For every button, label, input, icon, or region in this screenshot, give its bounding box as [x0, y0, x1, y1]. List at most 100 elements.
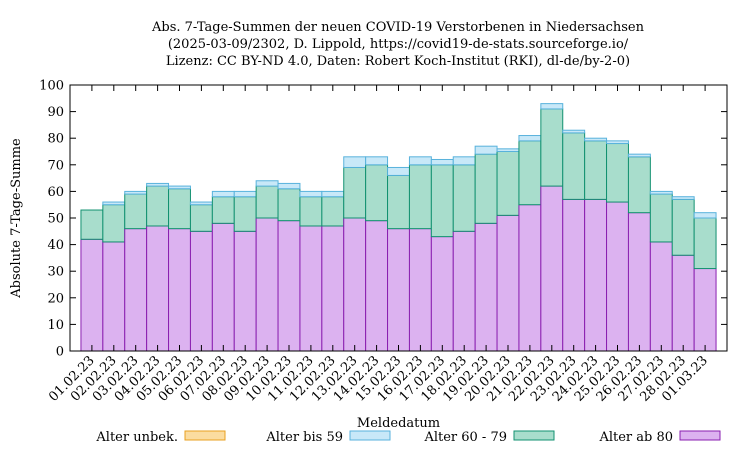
- bar-segment: [102, 241, 126, 352]
- bar-segment: [102, 201, 126, 206]
- bar-segment: [168, 188, 191, 230]
- bar-segment: [606, 140, 629, 145]
- bar-segment: [408, 156, 432, 166]
- bar-segment: [408, 164, 432, 230]
- bar-segment: [211, 222, 235, 352]
- bar-segment: [562, 129, 586, 134]
- bar-segment: [189, 230, 213, 352]
- bar-segment: [255, 185, 279, 219]
- bar-segment: [496, 214, 520, 352]
- bars-layer: [80, 103, 717, 352]
- bar-segment: [562, 198, 586, 352]
- bar-segment: [430, 164, 454, 238]
- bar-segment: [627, 212, 651, 352]
- legend-label: Alter ab 80: [598, 430, 673, 445]
- bar-segment: [146, 182, 170, 187]
- y-tick-label: 60: [47, 185, 64, 200]
- y-tick-label: 20: [47, 291, 64, 306]
- bar-segment: [649, 193, 673, 243]
- bar-segment: [387, 228, 410, 352]
- bar-segment: [146, 185, 170, 227]
- bar-segment: [693, 268, 717, 352]
- bar-segment: [496, 151, 520, 216]
- bar-segment: [211, 190, 235, 198]
- bar-segment: [168, 185, 191, 190]
- bar-segment: [299, 225, 323, 352]
- bar-segment: [452, 156, 476, 166]
- bar-segment: [474, 153, 498, 224]
- bar-segment: [627, 156, 651, 214]
- bar-segment: [540, 185, 564, 352]
- bar-segment: [671, 198, 695, 256]
- bar-segment: [124, 193, 148, 230]
- bar-segment: [627, 153, 651, 158]
- chart-title-line-1: Abs. 7-Tage-Summen der neuen COVID-19 Ve…: [151, 20, 645, 35]
- bar-segment: [671, 196, 695, 200]
- bar-segment: [321, 190, 345, 198]
- bar-segment: [277, 188, 301, 222]
- bar-segment: [211, 196, 235, 224]
- bar-segment: [430, 158, 454, 166]
- bar-segment: [255, 217, 279, 352]
- bar-segment: [606, 201, 629, 352]
- bar-segment: [365, 156, 389, 166]
- legend-swatch: [184, 430, 226, 441]
- bar-segment: [518, 140, 542, 206]
- bar-segment: [584, 198, 608, 352]
- bar-segment: [277, 182, 301, 190]
- bar-segment: [496, 148, 520, 152]
- bar-segment: [518, 204, 542, 352]
- bar-segment: [168, 228, 191, 352]
- bar-segment: [343, 217, 367, 352]
- y-tick-label: 100: [39, 79, 64, 94]
- bar-segment: [146, 225, 170, 352]
- legend-label: Alter 60 - 79: [423, 430, 507, 445]
- bar-segment: [562, 132, 586, 200]
- bar-segment: [189, 204, 213, 232]
- y-tick-label: 80: [47, 132, 64, 147]
- bar-segment: [80, 209, 104, 240]
- bar-segment: [233, 196, 257, 232]
- bar-segment: [430, 236, 454, 352]
- bar-segment: [649, 241, 673, 352]
- bar-segment: [649, 190, 673, 195]
- legend-label: Alter unbek.: [95, 430, 178, 445]
- bar-segment: [321, 225, 345, 352]
- bar-segment: [540, 103, 564, 110]
- bar-segment: [343, 156, 367, 168]
- y-tick-label: 30: [47, 265, 64, 280]
- legend: Alter unbek. Alter bis 59 Alter 60 - 79 Alt…: [95, 430, 721, 445]
- bar-segment: [124, 190, 148, 195]
- bar-segment: [233, 230, 257, 352]
- bar-segment: [518, 135, 542, 142]
- y-tick-label: 70: [47, 158, 64, 173]
- bar-segment: [255, 180, 279, 187]
- bar-segment: [80, 238, 104, 352]
- bar-segment: [365, 164, 389, 222]
- y-tick-label: 90: [47, 105, 64, 120]
- bar-segment: [387, 166, 410, 176]
- chart-title: Abs. 7-Tage-Summen der neuen COVID-19 Ve…: [151, 20, 645, 69]
- bar-segment: [474, 145, 498, 155]
- y-axis: 0 10 20 30 40 50 60 70 80 90 100: [39, 79, 727, 360]
- bar-segment: [452, 230, 476, 352]
- chart-title-line-2: (2025-03-09/2302, D. Lippold, https://co…: [168, 37, 629, 52]
- bar-segment: [474, 222, 498, 352]
- bar-segment: [693, 217, 717, 270]
- chart-title-line-3: Lizenz: CC BY-ND 4.0, Daten: Robert Koch…: [166, 54, 630, 69]
- bar-segment: [299, 190, 323, 198]
- legend-swatch: [679, 430, 721, 441]
- y-tick-label: 50: [47, 212, 64, 227]
- y-axis-label: Absolute 7-Tage-Summe: [9, 138, 24, 299]
- bar-segment: [606, 143, 629, 203]
- bar-segment: [299, 196, 323, 227]
- bar-segment: [671, 254, 695, 352]
- bar-segment: [408, 228, 432, 352]
- bar-segment: [540, 108, 564, 187]
- bar-segment: [452, 164, 476, 232]
- x-axis-label: Meldedatum: [357, 416, 440, 431]
- bar-segment: [584, 140, 608, 200]
- y-tick-label: 40: [47, 238, 64, 253]
- x-axis: 01.02.2302.02.2303.02.2304.02.2305.02.23…: [46, 85, 711, 405]
